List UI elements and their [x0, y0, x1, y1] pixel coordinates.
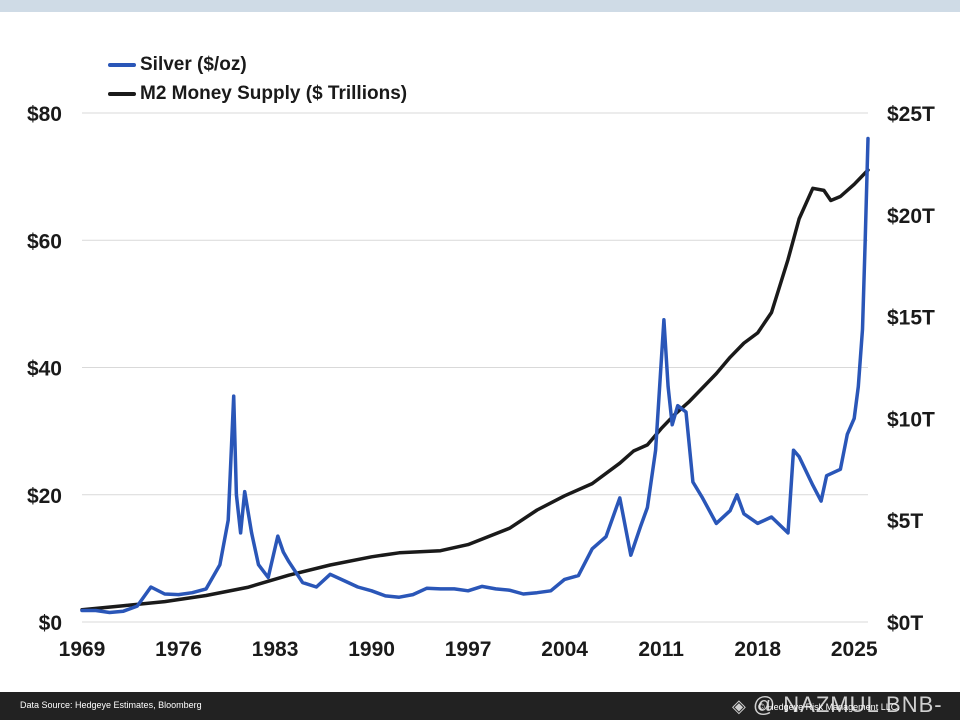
- y-right-tick-label: $15T: [887, 307, 935, 330]
- x-tick-label: 1990: [348, 638, 395, 661]
- x-tick-label: 2011: [638, 638, 684, 661]
- line-chart: $0 $20 $40 $60 $80 $0T $5T $10T $15T $20T $25T 1969…: [27, 103, 935, 661]
- y-right-tick-label: $10T: [887, 408, 935, 431]
- y-right-tick-label: $5T: [887, 510, 923, 533]
- top-header-band: [0, 0, 960, 12]
- legend-item-silver: Silver ($/oz): [108, 50, 407, 79]
- footer-bar: Data Source: Hedgeye Estimates, Bloomber…: [0, 692, 960, 720]
- legend-label-silver: Silver ($/oz): [140, 53, 247, 75]
- diamond-logo-icon: ◈: [732, 696, 747, 716]
- x-tick-label: 2018: [734, 638, 781, 661]
- x-tick-label: 1997: [445, 638, 492, 661]
- y-left-tick-label: $80: [27, 103, 62, 126]
- legend-swatch-silver: [108, 62, 136, 67]
- data-source-text: Data Source: Hedgeye Estimates, Bloomber…: [20, 700, 202, 710]
- watermark: ◈ @ NAZMUL BNB-: [732, 692, 943, 718]
- copyright-text: © Hedgeye Risk Management LLC.: [758, 702, 900, 712]
- watermark-text: @ NAZMUL BNB-: [752, 692, 943, 717]
- x-tick-label: 2004: [541, 638, 588, 661]
- y-left-tick-label: $20: [27, 485, 62, 508]
- legend-swatch-m2: [108, 91, 136, 96]
- x-tick-label: 1976: [155, 638, 202, 661]
- x-tick-label: 1969: [59, 638, 106, 661]
- y-left-tick-label: $40: [27, 358, 62, 381]
- y-left-tick-label: $0: [39, 612, 62, 635]
- chart-legend: Silver ($/oz) M2 Money Supply ($ Trillio…: [108, 50, 407, 108]
- series-line-silver: [80, 136, 870, 615]
- y-right-tick-label: $20T: [887, 205, 935, 228]
- series-line-m2: [80, 168, 870, 612]
- y-left-tick-label: $60: [27, 230, 62, 253]
- y-right-tick-label: $25T: [887, 103, 935, 126]
- legend-label-m2: M2 Money Supply ($ Trillions): [140, 82, 408, 104]
- x-tick-label: 1983: [252, 638, 299, 661]
- legend-item-m2: M2 Money Supply ($ Trillions): [108, 79, 407, 108]
- y-right-tick-label: $0T: [887, 612, 923, 635]
- x-tick-label: 2025: [831, 638, 878, 661]
